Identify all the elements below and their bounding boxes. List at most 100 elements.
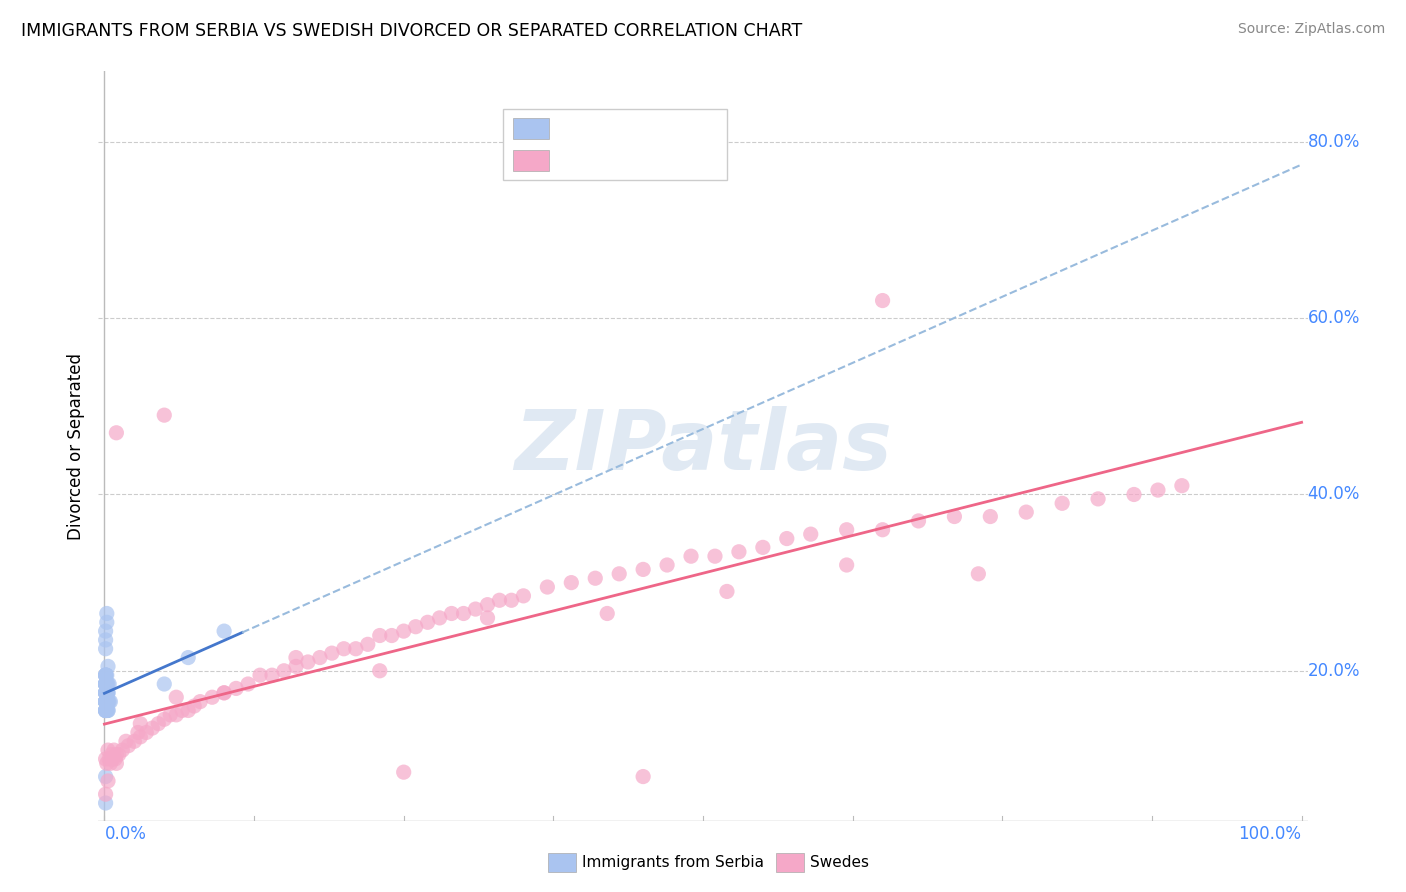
Point <box>368 664 391 678</box>
Point <box>655 558 678 572</box>
Point <box>429 611 451 625</box>
Point <box>94 686 117 700</box>
Point <box>907 514 929 528</box>
Point <box>94 677 117 691</box>
Point <box>177 703 200 717</box>
Point <box>94 703 117 717</box>
Point <box>97 686 120 700</box>
Point <box>94 677 117 691</box>
Point <box>1147 483 1170 497</box>
Text: Swedes: Swedes <box>810 855 869 870</box>
Point <box>98 695 121 709</box>
Point <box>94 752 117 766</box>
Point <box>94 677 117 691</box>
Point <box>97 695 120 709</box>
Point <box>752 541 775 555</box>
Point <box>225 681 247 696</box>
Point <box>159 707 181 722</box>
Point <box>943 509 966 524</box>
Point <box>297 655 319 669</box>
Point <box>96 677 118 691</box>
Point <box>105 747 128 762</box>
Point <box>94 686 117 700</box>
Point <box>333 641 356 656</box>
Point <box>284 650 307 665</box>
Point <box>96 703 118 717</box>
Point <box>98 752 121 766</box>
Point <box>512 589 534 603</box>
Text: 80.0%: 80.0% <box>1308 133 1360 151</box>
Point <box>94 668 117 682</box>
Point <box>477 598 499 612</box>
Point <box>536 580 558 594</box>
Point <box>872 523 894 537</box>
Point <box>96 686 118 700</box>
Point <box>148 716 170 731</box>
Point <box>97 703 120 717</box>
Point <box>96 668 118 682</box>
Point <box>94 695 117 709</box>
Point <box>631 562 654 576</box>
Point <box>103 743 125 757</box>
Text: R = 0.622   N = 95: R = 0.622 N = 95 <box>558 152 728 169</box>
Point <box>111 743 134 757</box>
Point <box>704 549 727 564</box>
Point <box>94 677 117 691</box>
Point <box>94 695 117 709</box>
Point <box>94 686 117 700</box>
Point <box>236 677 259 691</box>
Point <box>97 743 120 757</box>
Text: 20.0%: 20.0% <box>1308 662 1360 680</box>
Point <box>105 756 128 771</box>
Point <box>96 695 118 709</box>
Point <box>94 677 117 691</box>
Point <box>96 677 118 691</box>
Point <box>96 695 118 709</box>
Text: 60.0%: 60.0% <box>1308 310 1360 327</box>
Point <box>464 602 486 616</box>
Point <box>416 615 439 630</box>
Point <box>596 607 619 621</box>
Point <box>188 695 211 709</box>
Point <box>94 668 117 682</box>
Point <box>872 293 894 308</box>
Point <box>835 558 858 572</box>
Point <box>94 686 117 700</box>
Point <box>153 408 176 422</box>
Point <box>94 695 117 709</box>
Point <box>94 686 117 700</box>
Point <box>177 650 200 665</box>
Point <box>453 607 475 621</box>
Point <box>117 739 139 753</box>
Point <box>100 747 122 762</box>
Point <box>153 712 176 726</box>
Point <box>368 628 391 642</box>
Text: Immigrants from Serbia: Immigrants from Serbia <box>582 855 763 870</box>
Text: 0.0%: 0.0% <box>104 825 146 843</box>
Point <box>249 668 271 682</box>
Point <box>979 509 1001 524</box>
Point <box>1087 491 1109 506</box>
Point <box>96 686 118 700</box>
Point <box>97 774 120 789</box>
Point <box>440 607 463 621</box>
Text: Source: ZipAtlas.com: Source: ZipAtlas.com <box>1237 22 1385 37</box>
Point <box>96 686 118 700</box>
Point <box>94 796 117 810</box>
Point <box>96 686 118 700</box>
Point <box>1015 505 1038 519</box>
Point <box>321 646 343 660</box>
Point <box>212 686 235 700</box>
Point <box>501 593 523 607</box>
Point <box>381 628 404 642</box>
Point <box>94 677 117 691</box>
Point <box>100 756 122 771</box>
Point <box>477 611 499 625</box>
Point <box>94 695 117 709</box>
Point <box>800 527 823 541</box>
Point <box>94 695 117 709</box>
Text: 40.0%: 40.0% <box>1308 485 1360 503</box>
Point <box>96 686 118 700</box>
Point <box>96 686 118 700</box>
Point <box>172 703 194 717</box>
